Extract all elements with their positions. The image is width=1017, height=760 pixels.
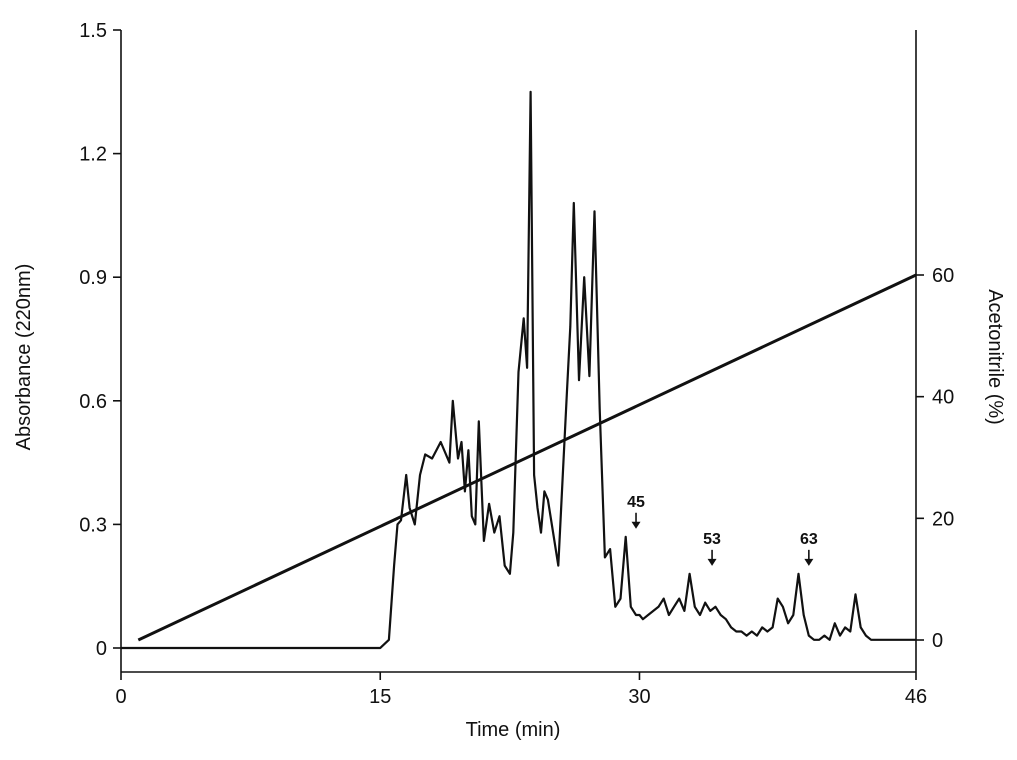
plot-area: 0 15 30 46 0 0.3 0.6 0.9 1.2 1.5 0 20 40 60 45 53 63 [79, 20, 954, 708]
annotation-arrow-head [707, 558, 717, 566]
y2-axis-title: Acetonitrile (%) [984, 289, 1006, 425]
y-tick-label: 0.9 [79, 267, 107, 289]
y2-tick-label: 20 [932, 508, 954, 530]
series-group [121, 90, 917, 650]
y-tick-label: 1.5 [79, 20, 107, 42]
gradient-line [137, 273, 917, 642]
annotations-group: 45 53 63 [627, 494, 818, 566]
x-axis-title: Time (min) [466, 719, 561, 741]
y2-axis-ticks: 0 20 40 60 [916, 265, 954, 652]
y2-tick-label: 60 [932, 265, 954, 287]
y-axis-ticks: 0 0.3 0.6 0.9 1.2 1.5 [79, 20, 121, 660]
y-tick-label: 0.3 [79, 514, 107, 536]
annotation-label: 63 [800, 531, 818, 548]
x-tick-label: 30 [628, 686, 650, 708]
annotation-arrow-head [631, 521, 641, 529]
absorbance-trace [121, 90, 916, 650]
x-axis-ticks: 0 15 30 46 [115, 672, 927, 708]
y2-tick-label: 0 [932, 630, 943, 652]
y2-tick-label: 40 [932, 387, 954, 409]
x-tick-label: 0 [115, 686, 126, 708]
annotation-label: 45 [627, 494, 645, 511]
y-axis-title: Absorbance (220nm) [13, 264, 35, 451]
y-tick-label: 0 [96, 638, 107, 660]
x-tick-label: 15 [369, 686, 391, 708]
y-tick-label: 1.2 [79, 144, 107, 166]
y-tick-label: 0.6 [79, 391, 107, 413]
annotation-arrow-head [804, 558, 814, 566]
annotation-label: 53 [703, 531, 721, 548]
x-tick-label: 46 [905, 686, 927, 708]
